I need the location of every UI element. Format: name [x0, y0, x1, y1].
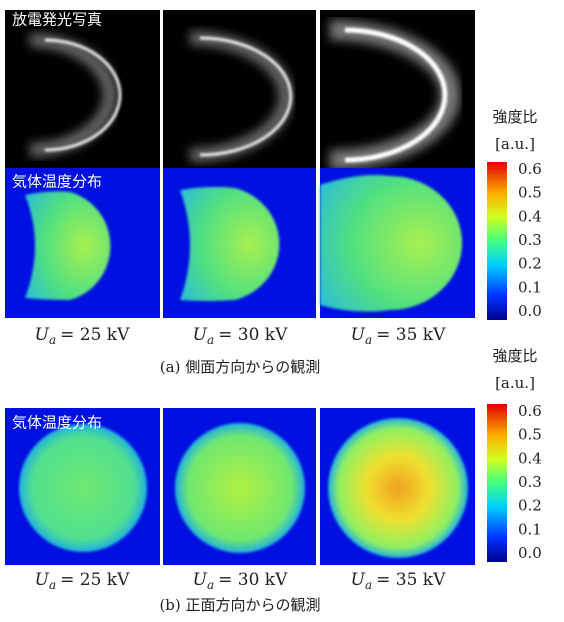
caption: (b) 正面方向からの観測 — [159, 596, 320, 614]
temp-region — [328, 418, 468, 558]
colorbar-unit: [a.u.] — [495, 374, 535, 392]
colorbar — [487, 404, 507, 562]
colorbar-tick-label: 0.2 — [518, 255, 542, 273]
condition-label: Ua = 35 kV — [351, 325, 446, 347]
colorbar-tick-label: 0.6 — [518, 160, 542, 178]
colorbar-tick-label: 0.4 — [518, 207, 542, 225]
colorbar-tick-label: 0.3 — [518, 473, 542, 491]
colorbar-tick-label: 0.1 — [518, 278, 542, 296]
subscript: a — [207, 333, 214, 347]
colorbar-tick-label: 0.2 — [518, 497, 542, 515]
colorbar-tick-label: 0.6 — [518, 402, 542, 420]
condition-label: Ua = 25 kV — [35, 570, 130, 592]
colorbar-tick-label: 0.0 — [518, 544, 542, 562]
subscript: a — [365, 578, 372, 592]
colorbar-tick-label: 0.0 — [518, 302, 542, 320]
divider — [316, 10, 320, 318]
colorbar-tick-label: 0.5 — [518, 184, 542, 202]
rest: = 25 kV — [60, 570, 130, 590]
symbol: U — [193, 325, 208, 345]
caption: (a) 側面方向からの観測 — [160, 358, 320, 376]
symbol: U — [35, 325, 50, 345]
rest: = 25 kV — [60, 325, 130, 345]
divider — [160, 10, 163, 318]
colorbar-title: 強度比 — [492, 108, 537, 126]
photo-label: 放電発光写真 — [12, 11, 102, 29]
symbol: U — [351, 325, 366, 345]
rest: = 30 kV — [218, 325, 288, 345]
symbol: U — [351, 570, 366, 590]
colorbar-tick-label: 0.4 — [518, 449, 542, 467]
rest: = 35 kV — [376, 325, 446, 345]
colorbar-title: 強度比 — [492, 347, 537, 365]
colorbar-unit: [a.u.] — [495, 135, 535, 153]
temp-label: 気体温度分布 — [12, 173, 102, 191]
rest: = 30 kV — [218, 570, 288, 590]
condition-label: Ua = 30 kV — [193, 570, 288, 592]
subscript: a — [207, 578, 214, 592]
colorbar-tick-label: 0.1 — [518, 520, 542, 538]
condition-label: Ua = 35 kV — [351, 570, 446, 592]
colorbar — [487, 162, 507, 320]
colorbar-tick-label: 0.3 — [518, 231, 542, 249]
condition-label: Ua = 25 kV — [35, 325, 130, 347]
symbol: U — [35, 570, 50, 590]
temp-region — [175, 423, 305, 553]
subscript: a — [49, 578, 56, 592]
symbol: U — [193, 570, 208, 590]
figure: 放電発光写真 気体温度分布 気体温度分布 (a) 側面方向からの観測 (b) 正… — [0, 0, 564, 622]
temp-label: 気体温度分布 — [12, 414, 102, 432]
subscript: a — [365, 333, 372, 347]
rest: = 35 kV — [376, 570, 446, 590]
temp-region — [19, 424, 147, 552]
condition-label: Ua = 30 kV — [193, 325, 288, 347]
temp-front: 気体温度分布 — [5, 408, 475, 565]
colorbar-tick-label: 0.5 — [518, 426, 542, 444]
subscript: a — [49, 333, 56, 347]
